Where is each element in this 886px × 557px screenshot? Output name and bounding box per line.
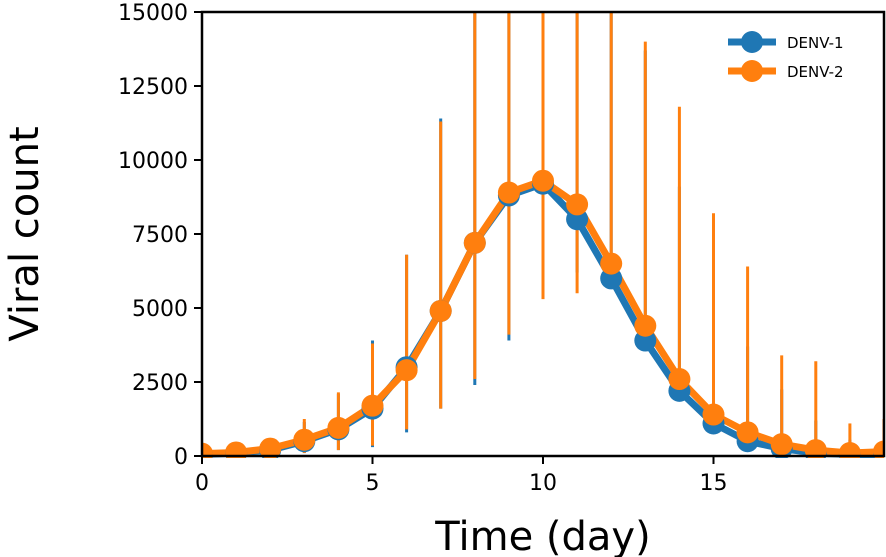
denv-2-legend-label: DENV-2 bbox=[787, 63, 844, 81]
denv-2-legend-marker bbox=[741, 60, 763, 82]
denv-2-point bbox=[668, 368, 691, 391]
x-tick-label: 10 bbox=[529, 471, 557, 496]
x-tick-label: 5 bbox=[366, 471, 380, 496]
denv-2-point bbox=[429, 299, 452, 322]
y-tick-label: 7500 bbox=[132, 223, 188, 248]
denv-2-point bbox=[361, 394, 384, 417]
y-tick-label: 2500 bbox=[132, 371, 188, 396]
denv-2-point bbox=[497, 181, 520, 204]
x-axis-ticks: 0 5 10 15 bbox=[195, 456, 728, 496]
denv-2-point bbox=[566, 193, 589, 216]
y-tick-label: 15000 bbox=[118, 1, 188, 26]
y-axis-label: Viral count bbox=[2, 126, 48, 341]
denv-2-point bbox=[463, 231, 486, 254]
x-tick-label: 0 bbox=[195, 471, 209, 496]
x-axis-label: Time (day) bbox=[434, 514, 650, 557]
denv-2-point bbox=[634, 314, 657, 337]
denv-2-point bbox=[225, 441, 248, 458]
denv-2-point bbox=[259, 437, 282, 458]
denv-2-point bbox=[804, 439, 827, 458]
denv-2-point bbox=[532, 169, 554, 192]
y-tick-label: 12500 bbox=[118, 75, 188, 100]
denv-2-point bbox=[702, 403, 725, 426]
denv-2-point bbox=[293, 428, 316, 451]
denv-2-point bbox=[770, 433, 793, 456]
y-tick-label: 5000 bbox=[132, 297, 188, 322]
denv-2-point bbox=[838, 442, 861, 458]
denv-1-legend-marker bbox=[741, 31, 763, 53]
denv-1-legend-label: DENV-1 bbox=[787, 34, 844, 52]
y-tick-label: 0 bbox=[174, 445, 188, 470]
legend: DENV-1 DENV-2 bbox=[728, 31, 844, 82]
x-tick-label: 15 bbox=[700, 471, 728, 496]
error-bars bbox=[202, 12, 884, 456]
y-axis-ticks: 0 2500 5000 7500 10000 12500 15000 bbox=[118, 1, 202, 470]
series-points bbox=[202, 169, 884, 458]
y-tick-label: 10000 bbox=[118, 149, 188, 174]
denv-2-point bbox=[327, 416, 350, 439]
denv-2-point bbox=[600, 252, 623, 275]
denv-2-point bbox=[736, 421, 759, 444]
denv-2-point bbox=[873, 440, 884, 458]
denv-2-point bbox=[202, 442, 213, 458]
denv-2-point bbox=[395, 359, 418, 382]
